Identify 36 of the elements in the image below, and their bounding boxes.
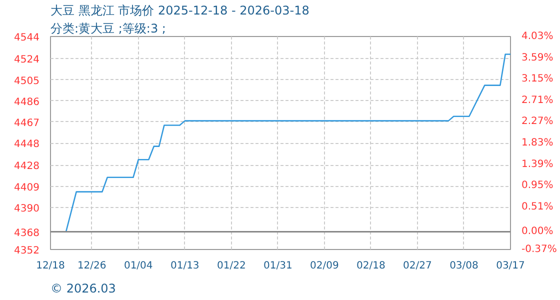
y-tick-label: 4524 [14, 54, 40, 66]
y2-tick-label: 0.95% [522, 180, 554, 192]
chart-subtitle: 分类:黄大豆 ;等级:3 ; [50, 22, 166, 36]
y-tick-label: 4352 [14, 246, 40, 256]
y-tick-label: 4368 [14, 228, 40, 239]
y-tick-label: 4390 [14, 203, 40, 214]
y2-tick-label: 4.03% [522, 31, 554, 42]
x-tick-label: 01/22 [216, 260, 246, 272]
y-tick-label: 4505 [14, 76, 40, 87]
y2-tick-label: -0.37% [522, 244, 557, 255]
y-tick-label: 4428 [14, 161, 40, 172]
x-tick-label: 02/18 [356, 260, 386, 272]
x-tick-label: 03/17 [496, 260, 525, 272]
x-tick-label: 12/26 [77, 260, 106, 272]
x-tick-label: 12/18 [36, 260, 65, 272]
y-tick-label: 4467 [14, 118, 40, 129]
y2-tick-label: 3.59% [522, 52, 554, 64]
y2-tick-label: 1.39% [522, 158, 554, 170]
y-tick-label: 4409 [14, 182, 40, 194]
x-tick-label: 02/09 [310, 260, 339, 272]
y-tick-label: 4544 [14, 32, 40, 44]
y-tick-label: 4448 [14, 139, 40, 150]
y2-tick-label: 2.27% [522, 116, 554, 128]
text: © 2026.03 [50, 282, 116, 296]
y-tick-label: 4486 [14, 96, 40, 108]
chart-title: 大豆 黑龙江 市场价 2025-12-18 - 2026-03-18 [50, 4, 310, 18]
y2-tick-label: 2.71% [522, 94, 554, 106]
x-tick-label: 02/27 [403, 260, 432, 272]
y2-tick-label: 0.51% [522, 201, 554, 212]
y2-tick-label: 3.15% [522, 74, 554, 85]
x-tick-label: 01/04 [124, 260, 153, 272]
x-tick-label: 01/13 [170, 260, 200, 272]
x-tick-label: 01/31 [264, 260, 292, 272]
y2-tick-label: 0.00% [522, 226, 554, 238]
x-tick-label: 03/08 [450, 260, 478, 272]
y2-tick-label: 1.83% [522, 138, 554, 148]
